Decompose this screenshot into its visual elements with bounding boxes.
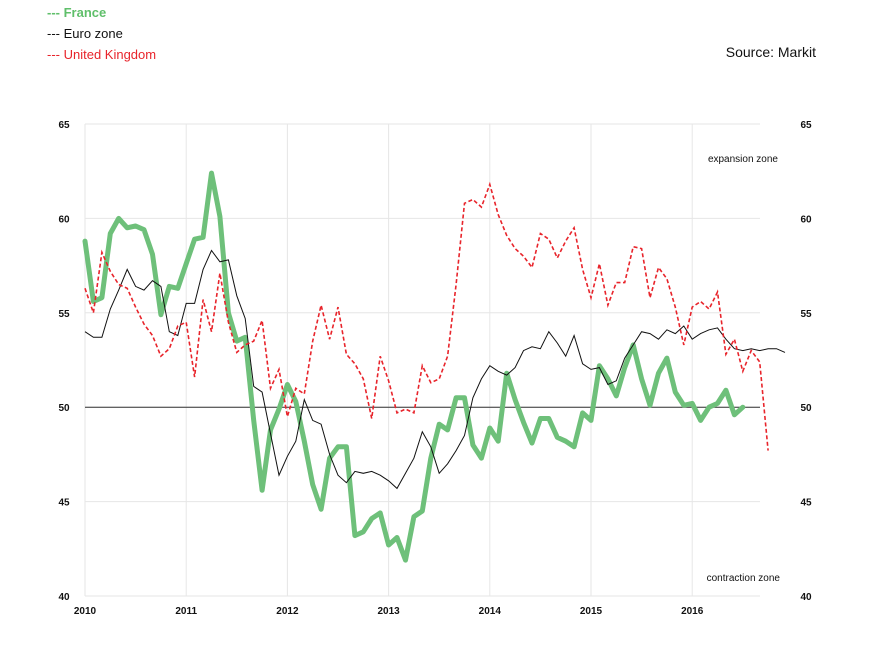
- x-tick-label: 2014: [479, 606, 502, 617]
- y-tick-label-right: 65: [800, 120, 812, 131]
- x-tick-label: 2016: [681, 606, 704, 617]
- y-axis-right: 40 45 50 55 60 65: [800, 120, 812, 603]
- source-label: Source: Markit: [725, 44, 816, 60]
- y-tick-label-left: 55: [58, 309, 70, 320]
- legend: --- France --- Euro zone --- United King…: [47, 2, 156, 65]
- y-tick-label-left: 40: [58, 592, 70, 603]
- y-axis-left: 40 45 50 55 60 65: [58, 120, 70, 603]
- legend-item-eurozone: --- Euro zone: [47, 26, 123, 41]
- y-tick-label-left: 65: [58, 120, 70, 131]
- x-tick-label: 2015: [580, 606, 603, 617]
- legend-item-uk: --- United Kingdom: [47, 47, 157, 62]
- legend-item-france: --- France: [47, 5, 107, 20]
- x-tick-label: 2011: [175, 606, 197, 617]
- y-tick-label-right: 60: [800, 214, 812, 225]
- x-tick-label: 2010: [74, 606, 97, 617]
- x-tick-label: 2012: [276, 606, 299, 617]
- y-tick-label-left: 45: [58, 498, 70, 509]
- y-tick-label-right: 50: [800, 403, 812, 414]
- y-tick-label-left: 60: [58, 214, 70, 225]
- expansion-zone-label: expansion zone: [708, 154, 778, 165]
- series-line-united-kingdom: [84, 181, 769, 451]
- y-tick-label-right: 55: [800, 309, 812, 320]
- y-tick-label-right: 40: [800, 592, 812, 603]
- grid: [84, 123, 760, 597]
- x-axis: 2010 2011 2012 2013 2014 2015 2016: [74, 606, 704, 617]
- y-tick-label-left: 50: [58, 403, 70, 414]
- series-line-euro-zone: [84, 249, 786, 490]
- y-tick-label-right: 45: [800, 498, 812, 509]
- x-tick-label: 2013: [377, 606, 400, 617]
- contraction-zone-label: contraction zone: [707, 573, 781, 584]
- series-lines: [82, 170, 786, 563]
